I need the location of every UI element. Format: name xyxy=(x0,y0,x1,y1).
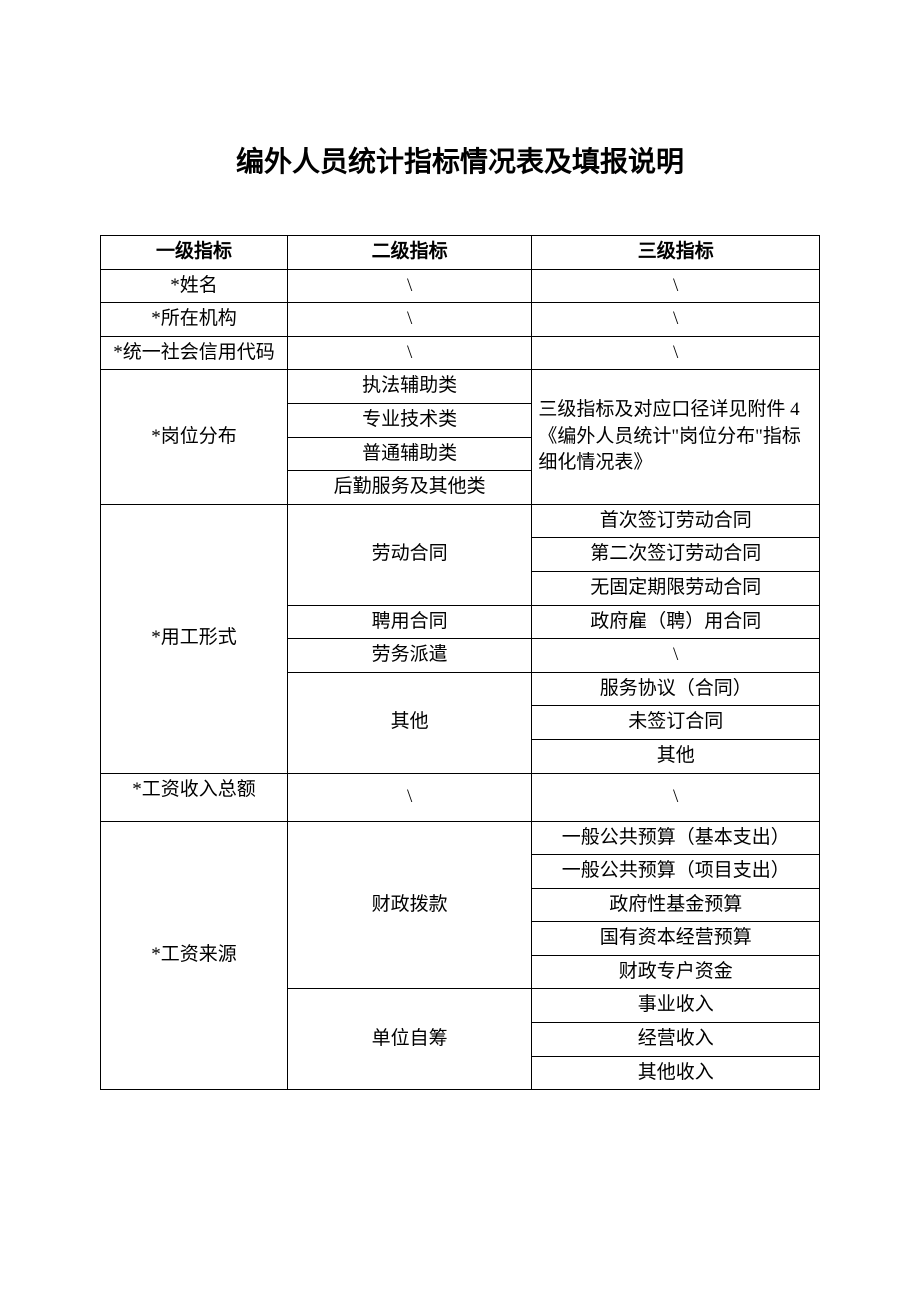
table-row: *用工形式 劳动合同 首次签订劳动合同 xyxy=(101,504,820,538)
cell-salary-total-2: \ xyxy=(287,773,531,821)
cell-position-3: 三级指标及对应口径详见附件 4《编外人员统计"岗位分布"指标细化情况表》 xyxy=(532,370,820,504)
cell-position-1: *岗位分布 xyxy=(101,370,288,504)
cell-emp-hire-2: 聘用合同 xyxy=(287,605,531,639)
table-row: *统一社会信用代码 \ \ xyxy=(101,336,820,370)
cell-src-1: *工资来源 xyxy=(101,821,288,1090)
table-row: *岗位分布 执法辅助类 三级指标及对应口径详见附件 4《编外人员统计"岗位分布"… xyxy=(101,370,820,404)
cell-emp-dispatch-3: \ xyxy=(532,639,820,673)
table-header-row: 一级指标 二级指标 三级指标 xyxy=(101,236,820,270)
cell-src-fiscal-4: 财政专户资金 xyxy=(532,955,820,989)
cell-src-self-0: 事业收入 xyxy=(532,989,820,1023)
cell-org-1: *所在机构 xyxy=(101,303,288,337)
header-col2: 二级指标 xyxy=(287,236,531,270)
cell-emp-labor-0: 首次签订劳动合同 xyxy=(532,504,820,538)
cell-position-sub2: 普通辅助类 xyxy=(287,437,531,471)
cell-org-3: \ xyxy=(532,303,820,337)
cell-src-fiscal-3: 国有资本经营预算 xyxy=(532,922,820,956)
cell-emp-1: *用工形式 xyxy=(101,504,288,773)
table-row: *工资收入总额 \ \ xyxy=(101,773,820,821)
cell-emp-other: 其他 xyxy=(287,672,531,773)
cell-emp-other-1: 未签订合同 xyxy=(532,706,820,740)
header-col1: 一级指标 xyxy=(101,236,288,270)
header-col3: 三级指标 xyxy=(532,236,820,270)
cell-position-sub0: 执法辅助类 xyxy=(287,370,531,404)
cell-src-fiscal: 财政拨款 xyxy=(287,821,531,989)
cell-src-fiscal-1: 一般公共预算（项目支出） xyxy=(532,855,820,889)
cell-name-3: \ xyxy=(532,269,820,303)
cell-name-2: \ xyxy=(287,269,531,303)
cell-emp-other-0: 服务协议（合同） xyxy=(532,672,820,706)
cell-salary-total-3: \ xyxy=(532,773,820,821)
indicator-table: 一级指标 二级指标 三级指标 *姓名 \ \ *所在机构 \ \ *统一社会信用… xyxy=(100,235,820,1090)
cell-org-2: \ xyxy=(287,303,531,337)
cell-src-fiscal-0: 一般公共预算（基本支出） xyxy=(532,821,820,855)
cell-emp-labor-2: 无固定期限劳动合同 xyxy=(532,571,820,605)
cell-credit-3: \ xyxy=(532,336,820,370)
page-title: 编外人员统计指标情况表及填报说明 xyxy=(100,140,820,180)
cell-position-sub3: 后勤服务及其他类 xyxy=(287,471,531,505)
cell-src-fiscal-2: 政府性基金预算 xyxy=(532,888,820,922)
cell-credit-1: *统一社会信用代码 xyxy=(101,336,288,370)
cell-emp-dispatch-2: 劳务派遣 xyxy=(287,639,531,673)
cell-emp-other-2: 其他 xyxy=(532,739,820,773)
table-row: *姓名 \ \ xyxy=(101,269,820,303)
cell-src-self-2: 其他收入 xyxy=(532,1056,820,1090)
cell-salary-total-1: *工资收入总额 xyxy=(101,773,288,821)
cell-emp-labor: 劳动合同 xyxy=(287,504,531,605)
cell-position-sub1: 专业技术类 xyxy=(287,403,531,437)
table-row: *所在机构 \ \ xyxy=(101,303,820,337)
cell-name-1: *姓名 xyxy=(101,269,288,303)
cell-credit-2: \ xyxy=(287,336,531,370)
cell-src-self: 单位自筹 xyxy=(287,989,531,1090)
cell-src-self-1: 经营收入 xyxy=(532,1023,820,1057)
table-row: *工资来源 财政拨款 一般公共预算（基本支出） xyxy=(101,821,820,855)
cell-emp-labor-1: 第二次签订劳动合同 xyxy=(532,538,820,572)
cell-emp-hire-3: 政府雇（聘）用合同 xyxy=(532,605,820,639)
